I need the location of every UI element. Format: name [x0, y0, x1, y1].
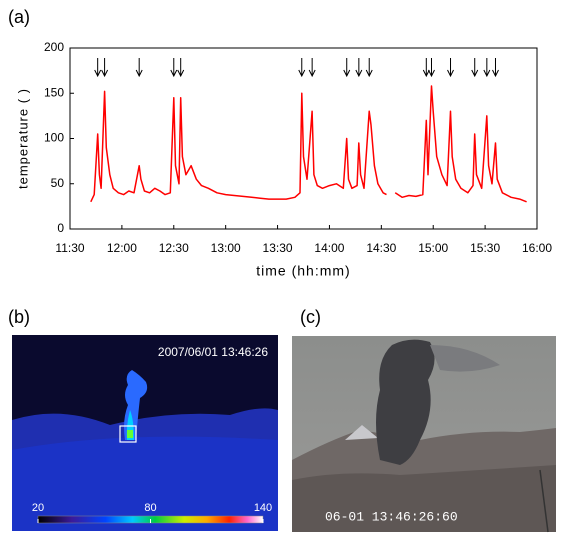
event-arrow: [483, 58, 491, 78]
event-arrow: [447, 58, 454, 78]
event-arrow: [471, 58, 479, 78]
event-arrow: [177, 58, 185, 78]
plume: [376, 339, 435, 465]
thermal-image: 2007/06/01 13:46:26 20 80 140: [12, 335, 278, 531]
y-axis-label: temperature ( ): [15, 88, 30, 189]
plume: [430, 345, 500, 372]
colorbar-ticks: 20 80 140: [32, 502, 272, 523]
panel-label: (a): [8, 7, 30, 27]
photo: 06-01 13:46:26:60: [292, 336, 556, 533]
roi-box: [119, 425, 137, 443]
y-tick-label: 100: [44, 131, 64, 145]
event-arrow: [343, 58, 351, 78]
y-tick-label: 0: [57, 221, 64, 235]
event-arrow: [170, 58, 178, 78]
x-tick-label: 12:30: [159, 241, 189, 255]
x-tick-label: 14:00: [314, 241, 344, 255]
temperature-line: [90, 85, 527, 203]
x-axis-label: time (hh:mm): [256, 263, 350, 279]
event-arrow: [492, 58, 499, 78]
tree: [539, 469, 549, 533]
colorbar-label: 140: [254, 502, 272, 514]
x-tick-label: 14:30: [366, 241, 396, 255]
y-tick-label: 200: [44, 40, 64, 54]
x-tick-label: 13:00: [211, 241, 241, 255]
event-arrow: [298, 58, 306, 78]
mountain: [292, 465, 556, 532]
event-arrow: [94, 58, 102, 78]
steam: [345, 425, 378, 440]
colorbar-label: 20: [32, 502, 44, 514]
hot-spot: [127, 430, 133, 438]
x-tick-label: 12:00: [107, 241, 137, 255]
colorbar-label: 80: [144, 502, 156, 514]
event-arrow: [101, 58, 109, 78]
terrain: [12, 436, 278, 531]
chart: 0 50 100 150 200 11:30 12:00 12:30 13:00 13:30 14:…: [15, 40, 552, 279]
x-tick-label: 13:30: [263, 241, 293, 255]
event-arrow: [135, 58, 143, 78]
event-arrow: [422, 58, 430, 78]
event-arrow: [355, 58, 363, 78]
event-arrow: [365, 58, 373, 78]
panel-label: (b): [8, 307, 30, 327]
timestamp: 2007/06/01 13:46:26: [158, 345, 268, 359]
x-tick-label: 16:00: [522, 241, 552, 255]
y-tick-label: 150: [44, 85, 64, 99]
timestamp: 06-01 13:46:26:60: [325, 509, 458, 524]
x-tick-label: 15:30: [470, 241, 500, 255]
x-tick-label: 11:30: [55, 241, 84, 255]
event-arrow: [428, 58, 435, 78]
event-arrow: [308, 58, 316, 78]
x-tick-label: 15:00: [418, 241, 448, 255]
y-tick-label: 50: [51, 176, 65, 190]
panel-label: (c): [300, 307, 321, 327]
